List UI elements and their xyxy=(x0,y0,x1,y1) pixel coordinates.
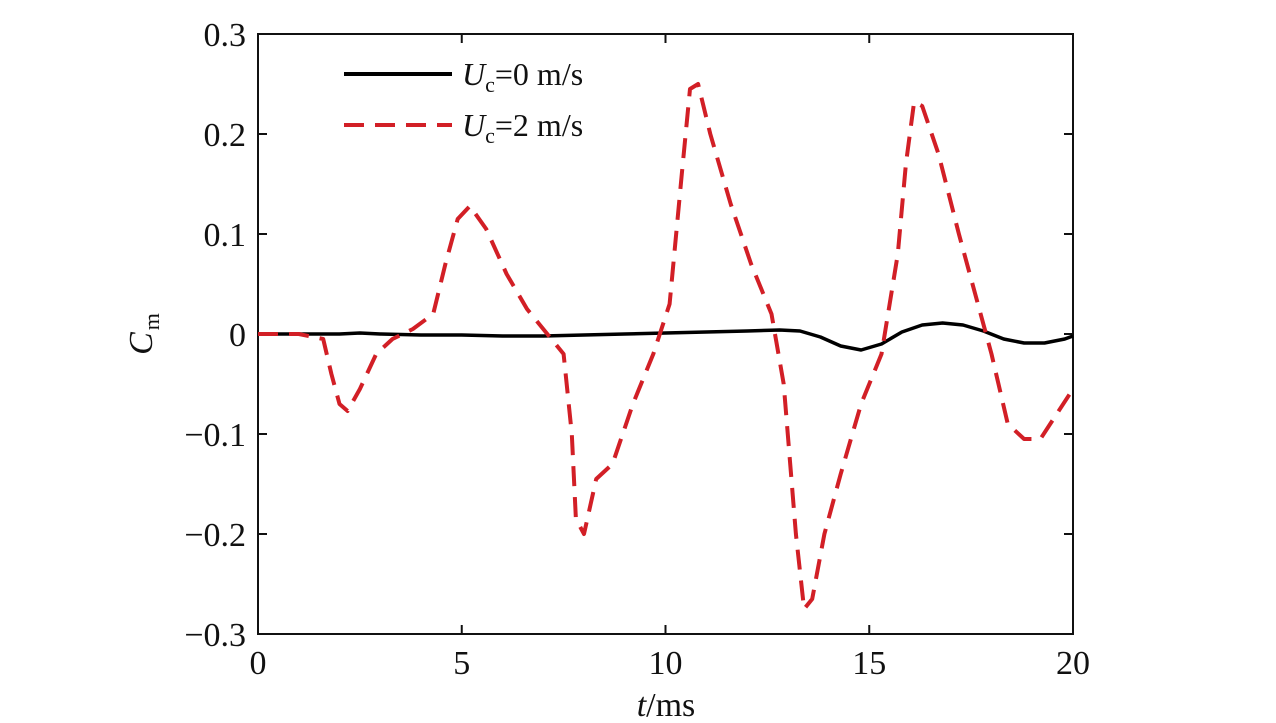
x-axis-label: t/ms xyxy=(637,687,696,723)
x-tick-label: 0 xyxy=(250,645,267,682)
legend: Uc=0 m/s Uc=2 m/s xyxy=(344,56,583,148)
y-tick-label: 0 xyxy=(229,317,246,354)
x-tick-label: 20 xyxy=(1056,645,1090,682)
series-line-1 xyxy=(258,321,1074,352)
legend-label-series-2: Uc=2 m/s xyxy=(462,107,583,148)
y-tick-label: −0.2 xyxy=(184,517,246,554)
series-lines xyxy=(258,82,1075,611)
series-line-2 xyxy=(258,82,1075,611)
y-tick-labels: 0.3 0.2 0.1 0 −0.1 −0.2 −0.3 xyxy=(184,17,246,654)
y-tick-label: 0.3 xyxy=(204,17,247,54)
svg-text:Cm: Cm xyxy=(123,313,164,355)
y-tick-label: 0.1 xyxy=(204,217,247,254)
y-tick-label: 0.2 xyxy=(204,117,247,154)
y-tick-label: −0.3 xyxy=(184,617,246,654)
x-tick-label: 15 xyxy=(852,645,886,682)
x-tick-label: 5 xyxy=(453,645,470,682)
y-axis-label: Cm xyxy=(123,313,164,355)
x-tick-labels: 0 5 10 15 20 xyxy=(250,645,1091,682)
x-tick-label: 10 xyxy=(649,645,683,682)
legend-label-series-1: Uc=0 m/s xyxy=(462,56,583,97)
y-tick-label: −0.1 xyxy=(184,417,246,454)
